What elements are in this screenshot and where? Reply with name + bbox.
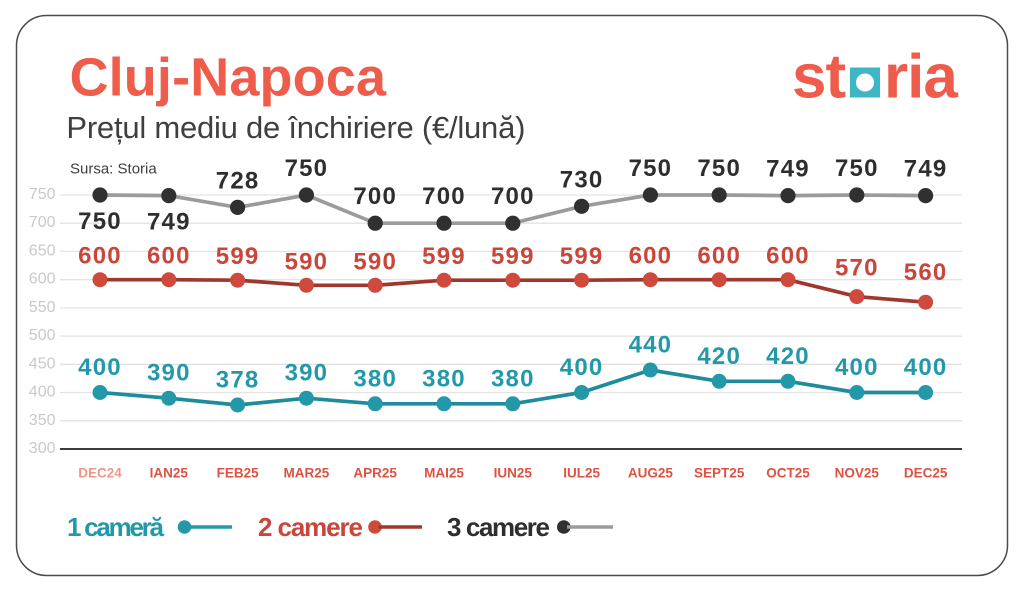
svg-text:ria: ria (884, 43, 958, 112)
svg-text:570: 570 (835, 255, 879, 282)
svg-text:MAI25: MAI25 (424, 466, 464, 481)
svg-text:650: 650 (29, 242, 56, 259)
svg-text:500: 500 (29, 327, 56, 344)
svg-text:400: 400 (835, 354, 879, 381)
svg-text:APR25: APR25 (353, 466, 397, 481)
svg-text:590: 590 (285, 248, 329, 275)
svg-text:OCT25: OCT25 (766, 466, 810, 481)
svg-text:st: st (792, 43, 845, 112)
svg-text:MAR25: MAR25 (284, 466, 330, 481)
svg-text:750: 750 (697, 155, 741, 182)
svg-text:IUN25: IUN25 (494, 466, 533, 481)
svg-text:600: 600 (697, 243, 741, 270)
svg-text:599: 599 (216, 243, 260, 270)
svg-text:NOV25: NOV25 (835, 466, 880, 481)
svg-text:420: 420 (697, 343, 741, 370)
svg-text:440: 440 (629, 332, 673, 359)
svg-text:420: 420 (766, 343, 810, 370)
svg-text:700: 700 (422, 183, 466, 210)
svg-text:AUG25: AUG25 (628, 466, 674, 481)
svg-text:730: 730 (560, 166, 604, 193)
svg-text:380: 380 (491, 365, 535, 392)
svg-text:350: 350 (29, 412, 56, 429)
svg-text:300: 300 (29, 440, 56, 457)
svg-text:550: 550 (29, 299, 56, 316)
svg-text:SEPT25: SEPT25 (694, 466, 745, 481)
svg-text:599: 599 (422, 243, 466, 270)
svg-text:380: 380 (422, 365, 466, 392)
svg-text:600: 600 (629, 243, 673, 270)
svg-text:600: 600 (147, 243, 191, 270)
svg-text:450: 450 (29, 355, 56, 372)
svg-text:750: 750 (629, 155, 673, 182)
svg-text:FEB25: FEB25 (217, 466, 260, 481)
svg-text:700: 700 (353, 183, 397, 210)
svg-text:DEC25: DEC25 (904, 466, 948, 481)
svg-text:DEC24: DEC24 (78, 466, 122, 481)
svg-text:599: 599 (491, 243, 535, 270)
svg-text:700: 700 (29, 214, 56, 231)
svg-text:378: 378 (216, 367, 260, 394)
svg-text:400: 400 (560, 354, 604, 381)
svg-text:390: 390 (285, 360, 329, 387)
svg-text:400: 400 (78, 354, 122, 381)
svg-text:1 cameră: 1 cameră (67, 512, 165, 542)
svg-text:750: 750 (78, 208, 122, 235)
svg-text:400: 400 (29, 384, 56, 401)
svg-text:749: 749 (904, 156, 948, 183)
svg-text:750: 750 (285, 155, 329, 182)
svg-text:Prețul mediu de închiriere (€/: Prețul mediu de închiriere (€/lună) (66, 110, 525, 145)
svg-text:750: 750 (29, 186, 56, 203)
svg-text:Cluj-Napoca: Cluj-Napoca (70, 48, 387, 108)
svg-text:600: 600 (766, 243, 810, 270)
svg-text:700: 700 (491, 183, 535, 210)
svg-text:400: 400 (904, 354, 948, 381)
svg-text:3 camere: 3 camere (447, 512, 550, 542)
svg-text:390: 390 (147, 360, 191, 387)
svg-text:600: 600 (29, 271, 56, 288)
svg-text:2 camere: 2 camere (258, 512, 363, 542)
svg-text:590: 590 (353, 248, 397, 275)
svg-text:600: 600 (78, 243, 122, 270)
svg-text:749: 749 (147, 209, 191, 236)
svg-text:IAN25: IAN25 (150, 466, 189, 481)
svg-text:560: 560 (904, 259, 948, 286)
svg-text:599: 599 (560, 243, 604, 270)
svg-text:IUL25: IUL25 (563, 466, 600, 481)
svg-text:728: 728 (216, 167, 260, 194)
svg-text:749: 749 (766, 156, 810, 183)
svg-text:750: 750 (835, 155, 879, 182)
svg-text:Sursa: Storia: Sursa: Storia (70, 160, 157, 177)
svg-text:380: 380 (353, 365, 397, 392)
